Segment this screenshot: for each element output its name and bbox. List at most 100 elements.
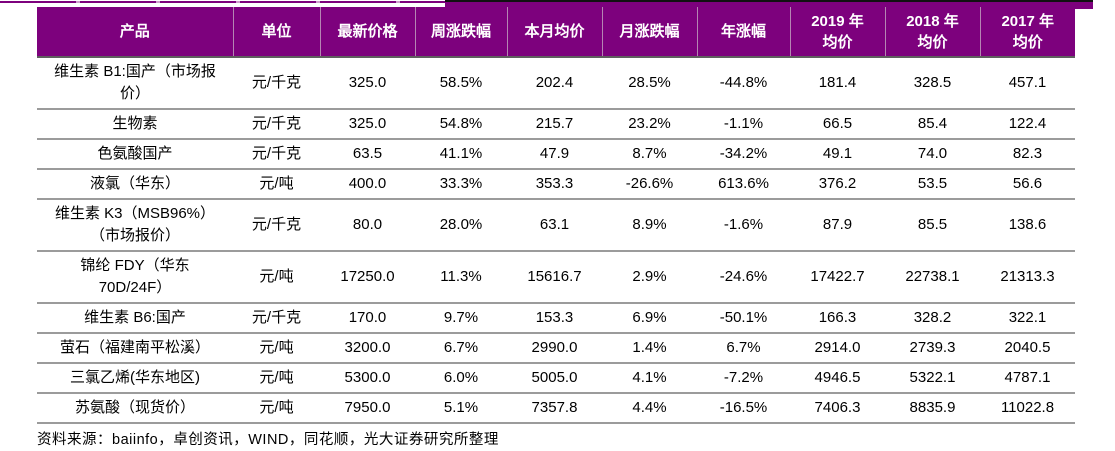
value-cell: 328.5	[885, 57, 980, 110]
value-cell: 3200.0	[320, 333, 415, 364]
value-cell: 元/吨	[233, 393, 320, 424]
product-cell: 萤石（福建南平松溪）	[37, 333, 233, 364]
value-cell: 4.4%	[602, 393, 697, 424]
value-cell: 215.7	[507, 109, 602, 140]
table-row: 维生素 K3（MSB96%）（市场报价） 元/千克 80.0 28.0% 63.1 8.9…	[37, 199, 1075, 252]
column-header-5: 月涨跌幅	[601, 7, 697, 58]
value-cell: 17422.7	[790, 251, 885, 304]
value-cell: 53.5	[885, 169, 980, 200]
value-cell: 元/吨	[233, 363, 320, 394]
value-cell: 613.6%	[697, 169, 790, 200]
top-dashed-purple-line	[0, 1, 448, 3]
value-cell: 353.3	[507, 169, 602, 200]
value-cell: 元/千克	[233, 199, 320, 252]
value-cell: 87.9	[790, 199, 885, 252]
value-cell: 2990.0	[507, 333, 602, 364]
value-cell: -24.6%	[697, 251, 790, 304]
value-cell: -44.8%	[697, 57, 790, 110]
product-cell: 生物素	[37, 109, 233, 140]
value-cell: 8.9%	[602, 199, 697, 252]
value-cell: 7357.8	[507, 393, 602, 424]
column-header-line1: 2018 年	[906, 12, 959, 30]
value-cell: 4.1%	[602, 363, 697, 394]
table-row: 三氯乙烯(华东地区) 元/吨 5300.0 6.0% 5005.0 4.1% -7.2% 49…	[37, 363, 1075, 394]
value-cell: 82.3	[980, 139, 1075, 170]
value-cell: 元/千克	[233, 303, 320, 334]
value-cell: 457.1	[980, 57, 1075, 110]
column-header-line2: 均价	[917, 33, 948, 51]
value-cell: 21313.3	[980, 251, 1075, 304]
value-cell: 328.2	[885, 303, 980, 334]
product-cell: 维生素 K3（MSB96%）（市场报价）	[37, 199, 233, 252]
product-cell: 色氨酸国产	[37, 139, 233, 170]
table-row: 萤石（福建南平松溪） 元/吨 3200.0 6.7% 2990.0 1.4% 6.7% 291…	[37, 333, 1075, 364]
product-cell: 维生素 B6:国产	[37, 303, 233, 334]
value-cell: -26.6%	[602, 169, 697, 200]
value-cell: 4787.1	[980, 363, 1075, 394]
value-cell: 6.0%	[415, 363, 507, 394]
value-cell: 7950.0	[320, 393, 415, 424]
value-cell: 47.9	[507, 139, 602, 170]
value-cell: 41.1%	[415, 139, 507, 170]
value-cell: 85.5	[885, 199, 980, 252]
table-row: 色氨酸国产 元/千克 63.5 41.1% 47.9 8.7% -34.2% 49.1 74.0…	[37, 139, 1075, 170]
value-cell: -1.1%	[697, 109, 790, 140]
value-cell: 2739.3	[885, 333, 980, 364]
value-cell: 63.1	[507, 199, 602, 252]
column-header-3: 周涨跌幅	[414, 7, 507, 58]
header-top-extension-line	[445, 0, 1093, 9]
value-cell: 元/千克	[233, 109, 320, 140]
product-cell: 苏氨酸（现货价）	[37, 393, 233, 424]
value-cell: 元/吨	[233, 169, 320, 200]
value-cell: 376.2	[790, 169, 885, 200]
value-cell: 23.2%	[602, 109, 697, 140]
value-cell: 33.3%	[415, 169, 507, 200]
value-cell: 202.4	[507, 57, 602, 110]
value-cell: 28.0%	[415, 199, 507, 252]
value-cell: 元/吨	[233, 333, 320, 364]
value-cell: 8.7%	[602, 139, 697, 170]
column-header-6: 年涨幅	[696, 7, 790, 58]
value-cell: -34.2%	[697, 139, 790, 170]
value-cell: -7.2%	[697, 363, 790, 394]
product-cell: 锦纶 FDY（华东 70D/24F）	[37, 251, 233, 304]
value-cell: 6.7%	[697, 333, 790, 364]
value-cell: 元/吨	[233, 251, 320, 304]
header-row: 产品 单位 最新价格 周涨跌幅 本月均价 月涨跌幅 年涨幅 2019 年均价 2018 年均价 2…	[37, 7, 1075, 58]
column-header-8: 2018 年均价	[884, 7, 980, 58]
value-cell: 153.3	[507, 303, 602, 334]
column-header-1: 单位	[232, 7, 320, 58]
value-cell: 7406.3	[790, 393, 885, 424]
value-cell: 63.5	[320, 139, 415, 170]
table-row: 生物素 元/千克 325.0 54.8% 215.7 23.2% -1.1% 66.5 85.4…	[37, 109, 1075, 140]
value-cell: 11022.8	[980, 393, 1075, 424]
value-cell: 15616.7	[507, 251, 602, 304]
value-cell: 138.6	[980, 199, 1075, 252]
value-cell: 170.0	[320, 303, 415, 334]
value-cell: 11.3%	[415, 251, 507, 304]
value-cell: 74.0	[885, 139, 980, 170]
value-cell: 5005.0	[507, 363, 602, 394]
value-cell: 元/千克	[233, 139, 320, 170]
column-header-0: 产品	[37, 7, 233, 58]
product-cell: 维生素 B1:国产（市场报价）	[37, 57, 233, 110]
value-cell: 66.5	[790, 109, 885, 140]
value-cell: 5300.0	[320, 363, 415, 394]
value-cell: 8835.9	[885, 393, 980, 424]
value-cell: 6.7%	[415, 333, 507, 364]
value-cell: 325.0	[320, 57, 415, 110]
column-header-line2: 均价	[822, 33, 853, 51]
value-cell: 2.9%	[602, 251, 697, 304]
table-row: 锦纶 FDY（华东 70D/24F） 元/吨 17250.0 11.3% 15616.7…	[37, 251, 1075, 304]
data-source-note: 资料来源：baiinfo，卓创资讯，WIND，同花顺，光大证券研究所整理	[37, 432, 499, 448]
table-row: 维生素 B6:国产 元/千克 170.0 9.7% 153.3 6.9% -50.1% 166…	[37, 303, 1075, 334]
value-cell: 5322.1	[885, 363, 980, 394]
product-cell: 三氯乙烯(华东地区)	[37, 363, 233, 394]
column-header-4: 本月均价	[506, 7, 602, 58]
value-cell: 2040.5	[980, 333, 1075, 364]
value-cell: 5.1%	[415, 393, 507, 424]
value-cell: 22738.1	[885, 251, 980, 304]
value-cell: 28.5%	[602, 57, 697, 110]
table-header: 产品 单位 最新价格 周涨跌幅 本月均价 月涨跌幅 年涨幅 2019 年均价 2018 年均价 2…	[37, 7, 1075, 58]
value-cell: -1.6%	[697, 199, 790, 252]
